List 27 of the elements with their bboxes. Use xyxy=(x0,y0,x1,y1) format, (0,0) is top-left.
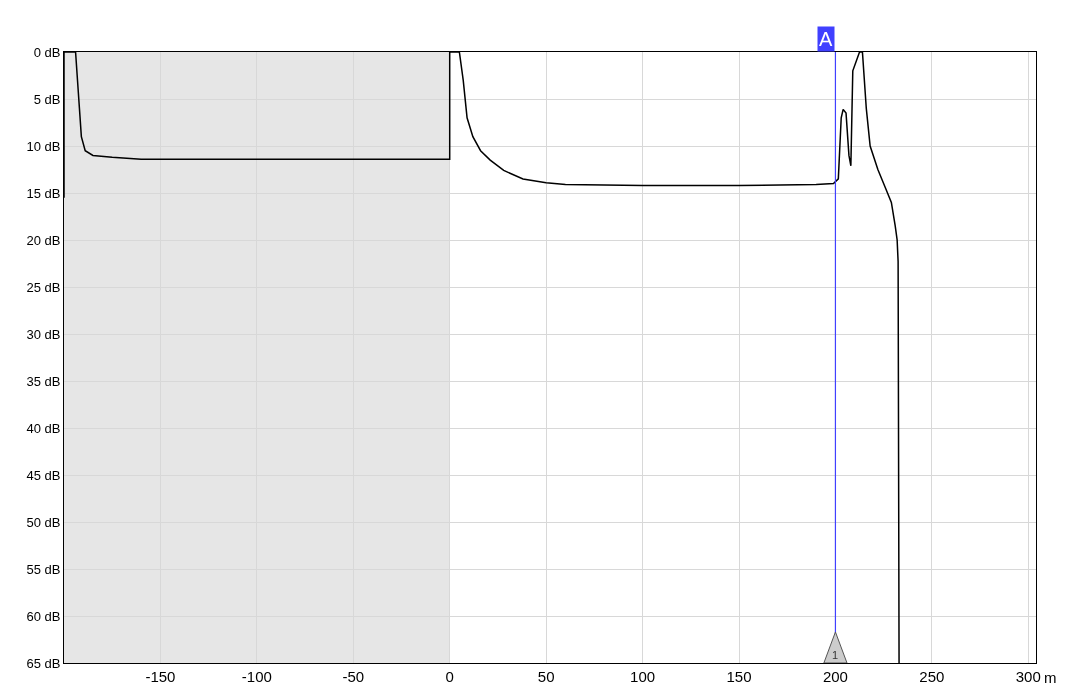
x-tick-label: -100 xyxy=(241,668,272,685)
x-tick-label: 50 xyxy=(537,668,555,685)
y-tick-label: 30 dB xyxy=(26,326,61,342)
y-tick-label: 15 dB xyxy=(26,185,61,201)
y-tick-label: 60 dB xyxy=(26,608,61,624)
y-tick-label: 0 dB xyxy=(33,44,61,60)
x-axis-title: m xyxy=(1044,669,1057,686)
x-tick-label: 250 xyxy=(919,668,945,685)
y-tick-label: 40 dB xyxy=(26,420,61,436)
x-tick-label: 200 xyxy=(822,668,848,685)
x-tick-label: 0 xyxy=(445,668,454,685)
ref-line-label: A xyxy=(819,28,833,50)
annotation: 1 xyxy=(832,649,839,661)
y-tick-label: 55 dB xyxy=(26,561,61,577)
x-tick-label: 300 xyxy=(1015,668,1041,685)
x-tick-label: -150 xyxy=(145,668,176,685)
y-tick-label: 10 dB xyxy=(26,138,61,154)
y-tick-label: 50 dB xyxy=(26,514,61,530)
y-tick-label: 25 dB xyxy=(26,279,61,295)
y-tick-label: 35 dB xyxy=(26,373,61,389)
y-tick-label: 65 dB xyxy=(26,655,61,671)
y-tick-label: 45 dB xyxy=(26,467,61,483)
x-tick-label: 100 xyxy=(630,668,656,685)
y-tick-label: 5 dB xyxy=(33,91,61,107)
x-tick-label: -50 xyxy=(342,668,365,685)
x-tick-label: 150 xyxy=(726,668,752,685)
y-tick-label: 20 dB xyxy=(26,232,61,248)
